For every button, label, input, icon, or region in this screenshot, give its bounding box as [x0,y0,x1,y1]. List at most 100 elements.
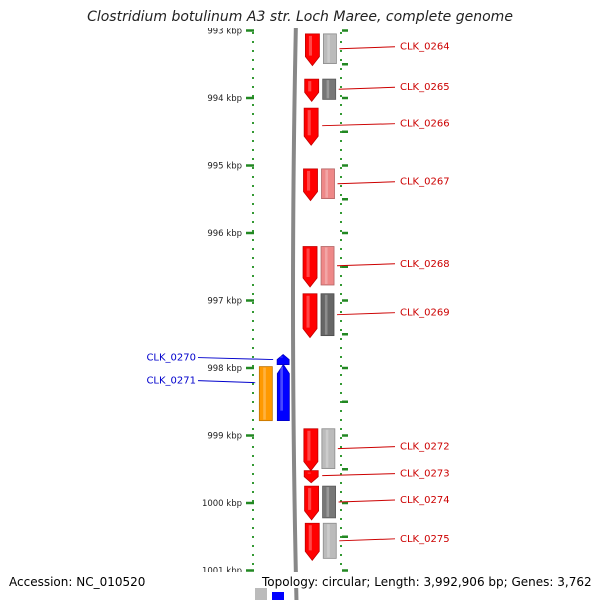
right-axis-dot [340,338,342,340]
right-axis-dot [340,374,342,376]
axis-dot [252,68,254,70]
axis-dot [252,158,254,160]
axis-dot [252,437,254,439]
axis-dot [252,131,254,133]
gene-hit-CLK_0274-highlight [326,487,330,517]
gene-arrow-CLK_0266 [303,107,319,146]
right-axis-dot [340,527,342,529]
right-axis-dot [340,464,342,466]
axis-dot [252,446,254,448]
gene-label-CLK_0269: CLK_0269 [400,308,450,319]
axis-dot [252,284,254,286]
axis-dot [252,527,254,529]
right-axis-dot [340,185,342,187]
right-axis-dot [340,383,342,385]
axis-dot [252,239,254,241]
axis-dot [252,365,254,367]
right-axis-dot [340,518,342,520]
gene-hit-CLK_0272 [321,428,336,469]
partial-gene-bottom [272,592,284,600]
gene-leader-CLK_0266 [322,123,396,127]
map-content: 993 kbp 994 kbp 995 kbp 996 kbp 997 kbp 998 k… [146,28,450,577]
gene-arrow-CLK_0273-highlight [307,472,311,474]
gene-arrow-CLK_0272 [303,428,319,472]
gene-arrow-CLK_0264 [305,33,320,67]
gene-arrow-CLK_0270-highlight [280,356,283,358]
right-axis-dot [340,95,342,97]
right-axis-dot [340,104,342,106]
gene-arrow-CLK_0269 [302,293,318,339]
gene-arrow-CLK_0272-highlight [307,430,311,461]
right-axis-dot [340,536,342,538]
right-axis-dot [340,446,342,448]
axis-dot [252,86,254,88]
right-axis-dot [340,491,342,493]
gene-hit-CLK_0275-highlight [327,524,330,558]
right-axis-dot [340,113,342,115]
right-axis-dot [340,77,342,79]
axis-dot [252,509,254,511]
gene-hit-CLK_0272-highlight [325,429,329,468]
axis-dot [252,464,254,466]
axis-dot [252,77,254,79]
axis-dot [252,248,254,250]
right-axis-dot [340,248,342,250]
right-axis-dot [340,293,342,295]
right-axis-dot [340,122,342,124]
right-axis-dot [340,32,342,34]
gene-hit-CLK_0268 [320,246,335,286]
gene-hit-CLK_0268-highlight [324,247,328,284]
right-axis-dot [340,365,342,367]
gene-hit-CLK_0265 [322,78,337,100]
gene-arrow-CLK_0264-highlight [308,35,312,56]
axis-dot [252,113,254,115]
axis-dot [252,221,254,223]
gene-arrow-CLK_0273 [303,470,319,484]
gene-hit-CLK_0264 [323,33,337,65]
gene-arrow-CLK_0275 [304,522,320,562]
axis-dot [252,176,254,178]
right-axis-dot [340,149,342,151]
gene-arrow-CLK_0274-highlight [308,488,312,510]
gene-leader-CLK_0267 [337,181,396,185]
axis-dot [252,95,254,97]
axis-dot [252,401,254,403]
gene-arrow-CLK_0275-highlight [308,525,312,551]
right-axis-dot [340,419,342,421]
axis-dot [252,347,254,349]
genome-backbone [291,28,298,572]
right-axis-dot [340,455,342,457]
axis-dot [252,338,254,340]
gene-label-CLK_0274: CLK_0274 [400,495,450,506]
axis-tick-label: 996 kbp [207,229,242,239]
gene-leader-CLK_0274 [338,499,396,503]
axis-tick-label: 1001 kbp [202,567,242,577]
gene-leader-CLK_0268 [337,263,396,267]
right-axis-dot [340,356,342,358]
right-axis-dot [340,221,342,223]
right-axis-dot [340,572,342,574]
right-axis-dot [340,500,342,502]
right-axis-dot [340,320,342,322]
gene-arrow-CLK_0267 [303,168,318,202]
axis-dot [252,356,254,358]
axis-tick-label: 994 kbp [207,94,242,104]
axis-dot [252,140,254,142]
gene-arrow-CLK_0274 [304,485,319,521]
axis-dot [252,302,254,304]
axis-dot [252,563,254,565]
axis-dot [252,518,254,520]
axis-dot [252,149,254,151]
gene-leader-CLK_0264 [339,46,396,50]
right-axis-dot [340,212,342,214]
axis-dot [252,536,254,538]
right-axis-dot [340,410,342,412]
axis-dot [252,392,254,394]
gene-leader-CLK_0275 [339,538,396,542]
gene-hit-CLK_0271-highlight [263,367,266,420]
right-axis-dot [340,401,342,403]
gene-leader-CLK_0271 [197,380,256,384]
right-axis-dot [340,275,342,277]
axis-dot [252,428,254,430]
gene-arrow-CLK_0265 [304,78,320,103]
